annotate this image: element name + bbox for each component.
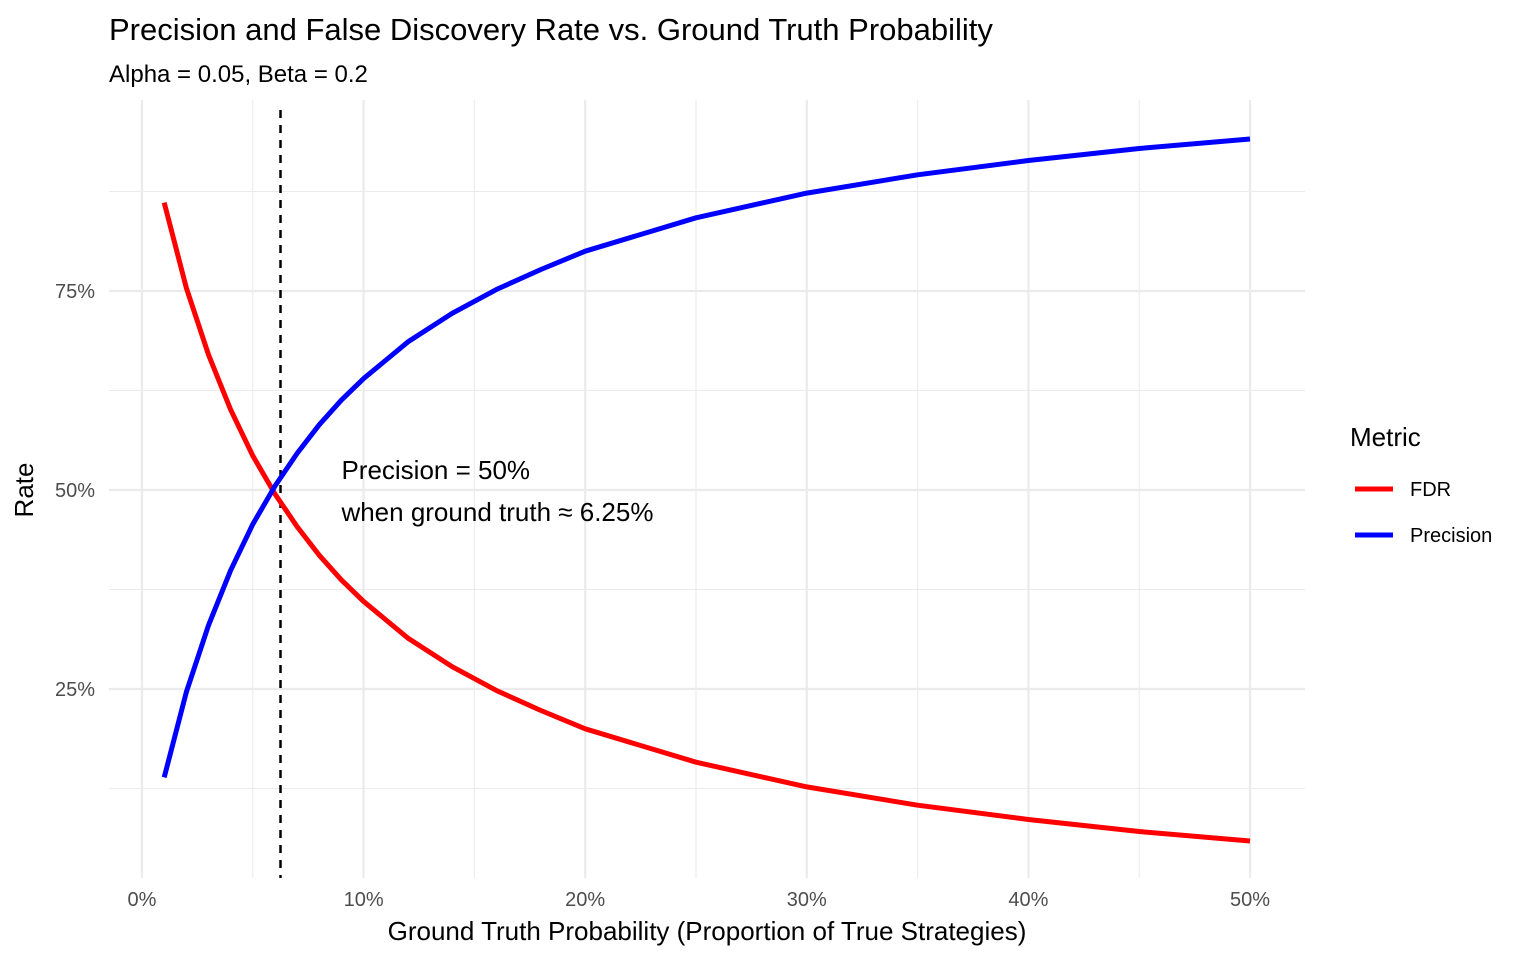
x-tick-label: 20% xyxy=(565,889,605,911)
legend-title: Metric xyxy=(1350,422,1421,452)
legend-label-precision: Precision xyxy=(1410,525,1492,547)
x-tick-label: 50% xyxy=(1230,889,1270,911)
x-tick-label: 40% xyxy=(1008,889,1048,911)
y-tick-label: 75% xyxy=(55,281,95,303)
gridlines xyxy=(109,100,1305,878)
y-tick-label: 50% xyxy=(55,480,95,502)
legend-label-fdr: FDR xyxy=(1410,479,1451,501)
chart-title: Precision and False Discovery Rate vs. G… xyxy=(109,12,993,47)
y-axis-title: Rate xyxy=(9,463,39,518)
x-tick-label: 30% xyxy=(787,889,827,911)
x-tick-label: 0% xyxy=(128,889,157,911)
annotation-line-1: Precision = 50% xyxy=(341,455,530,485)
series-line-fdr xyxy=(161,201,1251,844)
y-tick-label: 25% xyxy=(55,679,95,701)
legend: Metric FDR Precision xyxy=(1350,422,1492,547)
x-axis-title: Ground Truth Probability (Proportion of … xyxy=(388,916,1027,946)
y-axis-ticks: 25% 50% 75% xyxy=(55,281,95,701)
plot-panel xyxy=(109,100,1305,878)
series-lines xyxy=(161,136,1251,844)
annotation: Precision = 50% when ground truth ≈ 6.25… xyxy=(340,455,653,527)
legend-items: FDR Precision xyxy=(1355,479,1492,547)
annotation-line-2: when ground truth ≈ 6.25% xyxy=(340,497,653,527)
x-tick-label: 10% xyxy=(344,889,384,911)
series-line-precision xyxy=(161,136,1251,779)
chart-subtitle: Alpha = 0.05, Beta = 0.2 xyxy=(109,61,368,88)
x-axis-ticks: 0% 10% 20% 30% 40% 50% xyxy=(128,889,1271,911)
